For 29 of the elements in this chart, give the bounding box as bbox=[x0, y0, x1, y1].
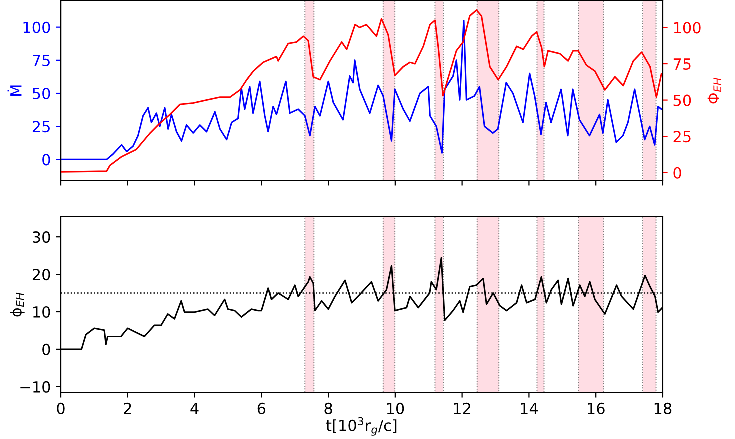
x-tick-label: 2 bbox=[124, 402, 132, 414]
x-tick-label: 12 bbox=[454, 402, 471, 414]
y-tick-label: 0 bbox=[42, 154, 50, 166]
y-tick-label: 10 bbox=[34, 306, 50, 318]
y2-axis-title: Φ$_{EH}$ bbox=[708, 78, 722, 104]
x-tick-label: 8 bbox=[324, 402, 332, 414]
x-tick-label: 14 bbox=[521, 403, 538, 414]
x-tick-label: 18 bbox=[654, 402, 672, 414]
x-tick-label: 4 bbox=[190, 403, 199, 414]
x-tick-label: 16 bbox=[588, 402, 605, 414]
y2-tick-label: 50 bbox=[674, 94, 692, 106]
y-tick-label: 50 bbox=[33, 88, 50, 100]
y2-tick-label: 0 bbox=[674, 167, 682, 179]
x-tick-label: 0 bbox=[57, 402, 65, 414]
x-axis-title: t[10$^{3}$r$_{g}$/c] bbox=[326, 417, 397, 436]
y2-tick-label: 100 bbox=[674, 22, 701, 34]
y-tick-label: 20 bbox=[32, 269, 50, 281]
y2-tick-label: 75 bbox=[674, 58, 691, 70]
y-tick-label: 0 bbox=[42, 344, 50, 356]
y-axis-title: ϕ$_{EH}$ bbox=[10, 292, 25, 317]
x-tick-label: 10 bbox=[387, 402, 404, 414]
y-axis-title: Ṁ bbox=[8, 86, 22, 96]
x-tick-label: 6 bbox=[258, 402, 266, 414]
y-tick-label: 100 bbox=[24, 22, 50, 34]
y-tick-label: 25 bbox=[32, 121, 50, 133]
y-tick-label: 30 bbox=[33, 232, 50, 244]
y2-tick-label: 25 bbox=[674, 131, 691, 143]
y-tick-label: 75 bbox=[33, 55, 50, 66]
y-tick-label: −10 bbox=[20, 381, 50, 393]
